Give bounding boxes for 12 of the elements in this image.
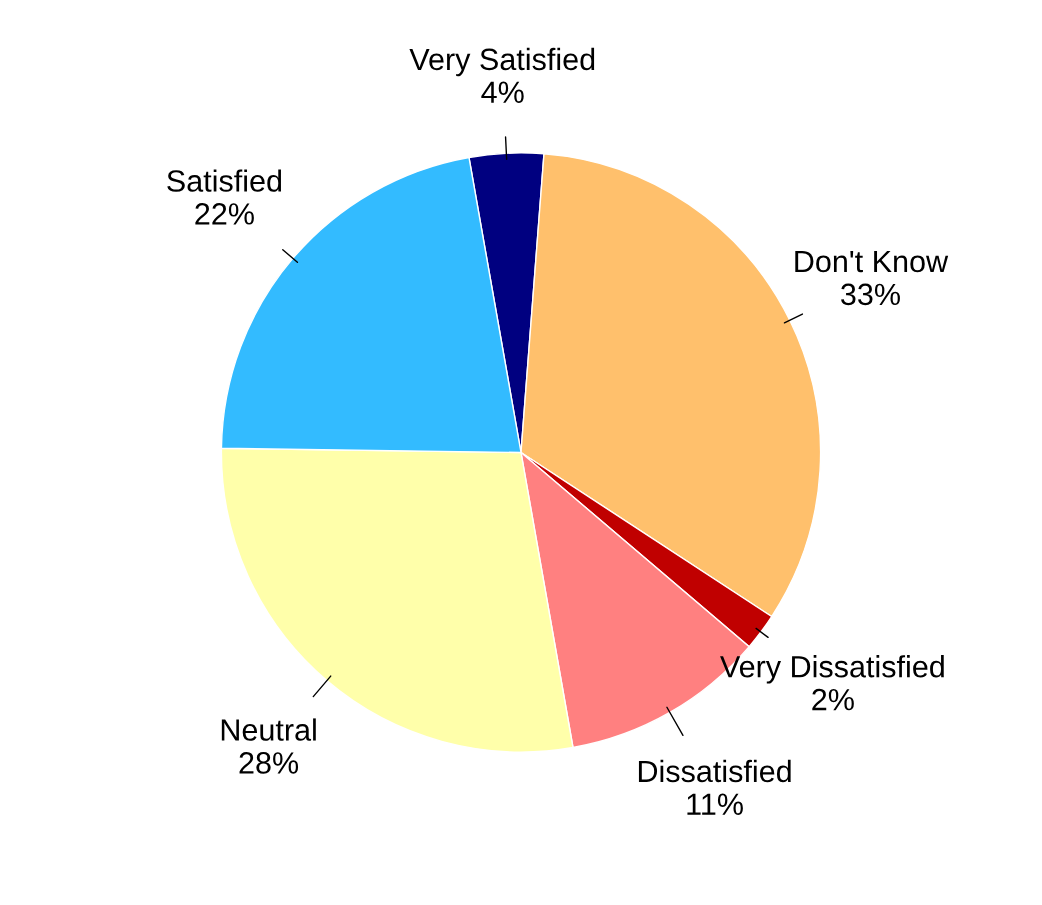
data-label: 22% (195, 203, 254, 225)
data-label: 33% (841, 283, 900, 306)
slice-label: Satisfied (167, 169, 282, 192)
slice-label: Very Satisfied (409, 47, 595, 77)
data-label: 11% (687, 793, 743, 815)
slice-label: Neutral (221, 718, 316, 741)
data-label: 4% (481, 81, 524, 103)
data-label: 2% (812, 688, 854, 711)
slice-label: Very Dissatisfied (720, 655, 944, 684)
data-label: 28% (239, 752, 299, 774)
slice-label: Don't Know (795, 250, 949, 273)
slice-label: Dissatisfied (638, 759, 791, 783)
